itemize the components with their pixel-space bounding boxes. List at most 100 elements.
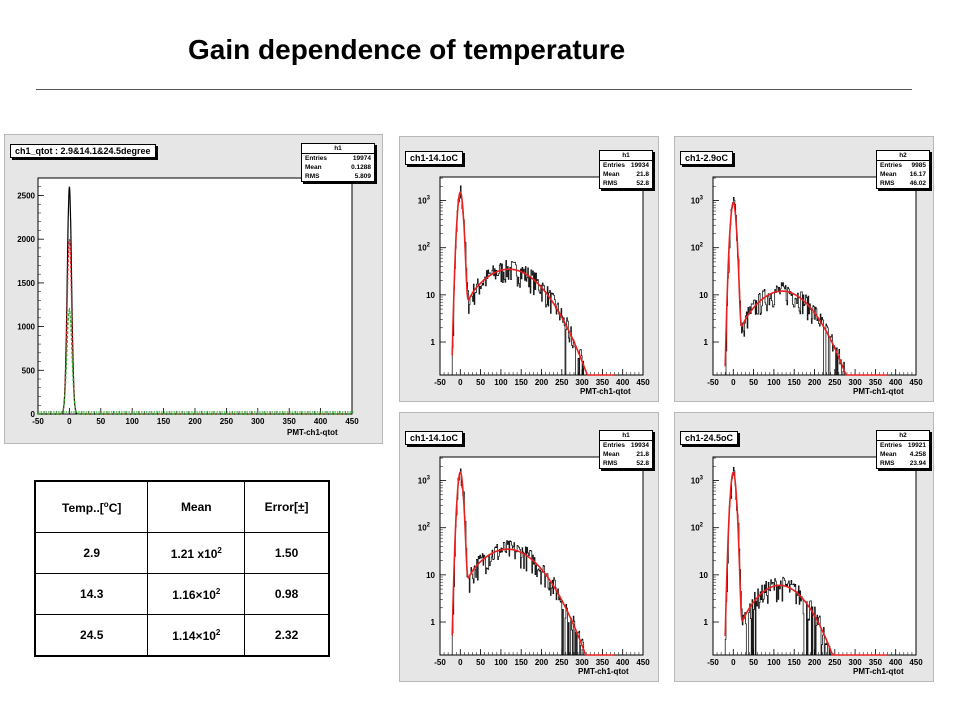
stats-box: h1 Entries 19934 Mean 21.8 RMS 52.8	[599, 150, 653, 189]
y-tick-label: 103	[691, 476, 704, 486]
cell-error: 2.32	[244, 614, 330, 657]
x-tick-label: 50	[96, 417, 105, 426]
x-tick-label: 350	[596, 378, 610, 387]
x-tick-label: 0	[458, 658, 463, 667]
stats-value: 52.8	[636, 460, 649, 467]
stats-name: h1	[600, 151, 652, 161]
y-tick-label: 102	[418, 243, 431, 253]
stats-key: Mean	[305, 164, 322, 171]
stats-key: Mean	[880, 171, 897, 178]
x-tick-label: 150	[157, 417, 171, 426]
histogram-panel-combined: -50 0 50 100 150 200 250 300 350 400 450 0 500 1000 15…	[4, 134, 383, 444]
cell-temp: 2.9	[34, 532, 149, 574]
y-tick-label: 103	[418, 476, 431, 486]
column-header-temp: Temp..[oC]	[34, 480, 149, 533]
stats-value: 9985	[911, 162, 926, 169]
y-tick-label: 10	[699, 571, 708, 580]
cell-mean: 1.21 x102	[147, 532, 246, 574]
y-tick-label: 103	[418, 196, 431, 206]
x-tick-label: 0	[731, 378, 736, 387]
x-axis-label: PMT-ch1-qtot	[287, 428, 338, 437]
x-tick-label: 250	[828, 378, 842, 387]
x-tick-label: 150	[788, 378, 802, 387]
stats-value: 0.1288	[351, 164, 371, 171]
x-tick-label: 50	[749, 378, 758, 387]
x-tick-label: 100	[494, 378, 508, 387]
x-tick-label: 300	[848, 378, 862, 387]
x-tick-label: 400	[889, 378, 903, 387]
x-tick-label: 350	[283, 417, 297, 426]
histogram-panel-24-5c: -50 0 50 100 150 200 250 300 350 400 450 1 10 102 103 …	[674, 412, 934, 682]
gain-results-table: Temp..[oC] Mean Error[±] 2.9 1.21 x102 1…	[34, 480, 330, 657]
x-tick-label: 150	[515, 378, 529, 387]
stats-key: Mean	[603, 451, 620, 458]
histogram-plot: -50 0 50 100 150 200 250 300 350 400 450 1 10 102 103	[691, 456, 923, 667]
y-tick-label: 0	[31, 410, 36, 419]
x-tick-label: 250	[555, 658, 569, 667]
table-row: 2.9 1.21 x102 1.50	[34, 532, 330, 574]
stats-value: 19934	[630, 442, 649, 449]
y-tick-label: 1	[704, 338, 709, 347]
x-tick-label: 50	[749, 658, 758, 667]
x-tick-label: 0	[67, 417, 72, 426]
y-tick-label: 10	[699, 291, 708, 300]
x-tick-label: 200	[808, 658, 822, 667]
plot-frame	[712, 176, 917, 376]
x-tick-label: 0	[458, 378, 463, 387]
stats-box: h1 Entries 19974 Mean 0.1288 RMS 5.809	[301, 143, 375, 182]
x-tick-label: 50	[476, 658, 485, 667]
stats-key: Mean	[880, 451, 897, 458]
stats-value: 5.809	[354, 173, 371, 180]
y-tick-label: 10	[426, 571, 435, 580]
x-tick-label: 400	[314, 417, 328, 426]
y-tick-label: 2000	[17, 235, 35, 244]
y-tick-label: 1	[431, 618, 436, 627]
stats-value: 19974	[352, 155, 371, 162]
y-tick-label: 10	[426, 291, 435, 300]
series-line	[38, 307, 352, 415]
x-tick-label: 250	[220, 417, 234, 426]
y-tick-label: 1000	[17, 323, 35, 332]
cell-mean: 1.14×102	[147, 614, 246, 657]
histogram-panel-14-1c-top: -50 0 50 100 150 200 250 300 350 400 450 1 10 102 103 …	[399, 136, 659, 402]
cell-temp: 24.5	[34, 614, 149, 657]
stats-key: Mean	[603, 171, 620, 178]
cell-mean: 1.16×102	[147, 573, 246, 615]
histogram-plot: -50 0 50 100 150 200 250 300 350 400 450 1 10 102 103	[418, 456, 650, 667]
stats-name: h2	[877, 431, 929, 441]
x-tick-label: 150	[788, 658, 802, 667]
x-tick-label: 450	[909, 658, 923, 667]
stats-name: h1	[600, 431, 652, 441]
x-tick-label: -50	[707, 658, 719, 667]
histogram-panel-2-9c: -50 0 50 100 150 200 250 300 350 400 450 1 10 102 103 …	[674, 136, 934, 402]
x-tick-label: 350	[596, 658, 610, 667]
data-histogram	[444, 185, 624, 376]
stats-key: Entries	[880, 162, 903, 169]
plot-frame	[439, 456, 644, 656]
stats-value: 19934	[630, 162, 649, 169]
stats-key: Entries	[305, 155, 328, 162]
stats-value: 21.8	[636, 171, 649, 178]
x-tick-label: 350	[869, 658, 883, 667]
x-tick-label: 200	[188, 417, 202, 426]
y-tick-label: 1	[704, 618, 709, 627]
y-tick-label: 1	[431, 338, 436, 347]
plot-frame	[439, 176, 644, 376]
x-axis-label: PMT-ch1-qtot	[578, 667, 629, 676]
stats-value: 23.94	[909, 460, 926, 467]
x-tick-label: -50	[434, 378, 446, 387]
stats-box: h2 Entries 9985 Mean 16.17 RMS 46.02	[876, 150, 930, 189]
column-header-error: Error[±]	[244, 480, 330, 533]
panel-title: ch1-14.1oC	[405, 151, 464, 165]
stats-box: h2 Entries 19921 Mean 4.258 RMS 23.94	[876, 430, 930, 469]
histogram-panel-14-1c-bottom: -50 0 50 100 150 200 250 300 350 400 450 1 10 102 103 …	[399, 412, 659, 682]
x-tick-label: 400	[616, 378, 630, 387]
y-tick-label: 1500	[17, 279, 35, 288]
stats-value: 4.258	[909, 451, 926, 458]
stats-key: Entries	[880, 442, 903, 449]
x-axis-label: PMT-ch1-qtot	[853, 387, 904, 396]
stats-value: 21.8	[636, 451, 649, 458]
y-tick-label: 103	[691, 196, 704, 206]
cell-temp: 14.3	[34, 573, 149, 615]
column-header-mean: Mean	[147, 480, 246, 533]
